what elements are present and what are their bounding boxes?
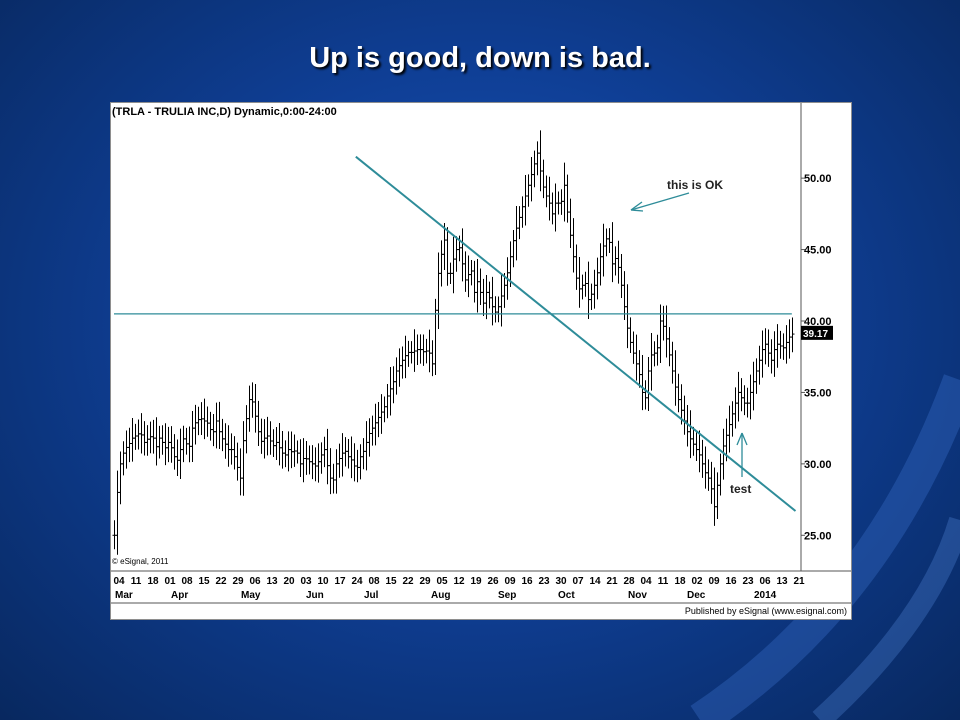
- month-label: Oct: [558, 590, 575, 601]
- annotation-text: this is OK: [667, 178, 723, 192]
- slide-title: Up is good, down is bad.: [309, 42, 651, 74]
- date-tick-label: 13: [266, 576, 278, 587]
- date-tick-label: 09: [504, 576, 516, 587]
- date-tick-label: 23: [742, 576, 754, 587]
- chart-publisher: Published by eSignal (www.esignal.com): [685, 606, 847, 616]
- last-price-box: [801, 325, 833, 340]
- date-tick-label: 08: [368, 576, 380, 587]
- arrow-head-icon: [736, 432, 748, 446]
- annotation-text: test: [730, 482, 751, 496]
- date-tick-label: 12: [453, 576, 465, 587]
- date-tick-label: 04: [113, 576, 125, 587]
- month-label: 2014: [754, 590, 777, 601]
- date-tick-label: 28: [623, 576, 635, 587]
- price-tick-label: 45.00: [804, 245, 832, 257]
- date-tick-label: 14: [589, 576, 601, 587]
- month-label: Nov: [628, 590, 647, 601]
- chart-panel: (TRLA - TRULIA INC,D) Dynamic,0:00-24:00…: [110, 102, 852, 620]
- date-tick-label: 15: [198, 576, 210, 587]
- date-tick-label: 05: [436, 576, 448, 587]
- date-tick-label: 22: [402, 576, 414, 587]
- month-label: May: [241, 590, 261, 601]
- date-tick-label: 03: [300, 576, 312, 587]
- last-price-label: 39.17: [803, 329, 828, 340]
- date-tick-label: 16: [521, 576, 533, 587]
- date-tick-label: 18: [147, 576, 159, 587]
- date-tick-label: 29: [419, 576, 431, 587]
- date-tick-label: 02: [691, 576, 703, 587]
- price-tick-label: 30.00: [804, 459, 832, 471]
- annotation-arrow-shaft: [630, 192, 690, 211]
- month-label: Jun: [306, 590, 324, 601]
- month-label: Aug: [431, 590, 450, 601]
- date-tick-label: 22: [215, 576, 227, 587]
- price-tick-label: 35.00: [804, 387, 832, 399]
- price-tick-label: 50.00: [804, 173, 832, 185]
- price-tick-label: 40.00: [804, 316, 832, 328]
- month-label: Mar: [115, 590, 133, 601]
- date-tick-label: 11: [658, 576, 669, 587]
- date-tick-label: 04: [640, 576, 652, 587]
- date-tick-label: 26: [487, 576, 499, 587]
- date-tick-label: 07: [572, 576, 584, 587]
- date-tick-label: 09: [708, 576, 720, 587]
- date-tick-label: 20: [283, 576, 295, 587]
- date-tick-label: 16: [725, 576, 737, 587]
- month-label: Dec: [687, 590, 706, 601]
- chart-title: (TRLA - TRULIA INC,D) Dynamic,0:00-24:00: [112, 106, 337, 118]
- price-chart: (TRLA - TRULIA INC,D) Dynamic,0:00-24:00…: [111, 103, 851, 616]
- price-tick-label: 25.00: [804, 530, 832, 542]
- date-tick-label: 15: [385, 576, 397, 587]
- date-tick-label: 30: [555, 576, 567, 587]
- trendline-line: [355, 155, 797, 512]
- month-label: Apr: [171, 590, 188, 601]
- date-tick-label: 29: [232, 576, 244, 587]
- date-tick-label: 18: [674, 576, 686, 587]
- date-tick-label: 21: [606, 576, 618, 587]
- date-tick-label: 11: [131, 576, 142, 587]
- chart-copyright: © eSignal, 2011: [112, 557, 169, 566]
- date-tick-label: 10: [317, 576, 329, 587]
- date-tick-label: 08: [181, 576, 193, 587]
- date-tick-label: 01: [164, 576, 176, 587]
- date-tick-label: 19: [470, 576, 482, 587]
- date-tick-label: 06: [249, 576, 261, 587]
- date-tick-label: 24: [351, 576, 363, 587]
- date-tick-label: 23: [538, 576, 550, 587]
- arrow-head-icon: [630, 201, 644, 212]
- date-tick-label: 13: [776, 576, 788, 587]
- month-label: Sep: [498, 590, 516, 601]
- date-tick-label: 17: [334, 576, 346, 587]
- month-label: Jul: [364, 590, 379, 601]
- date-tick-label: 21: [793, 576, 805, 587]
- date-tick-label: 06: [759, 576, 771, 587]
